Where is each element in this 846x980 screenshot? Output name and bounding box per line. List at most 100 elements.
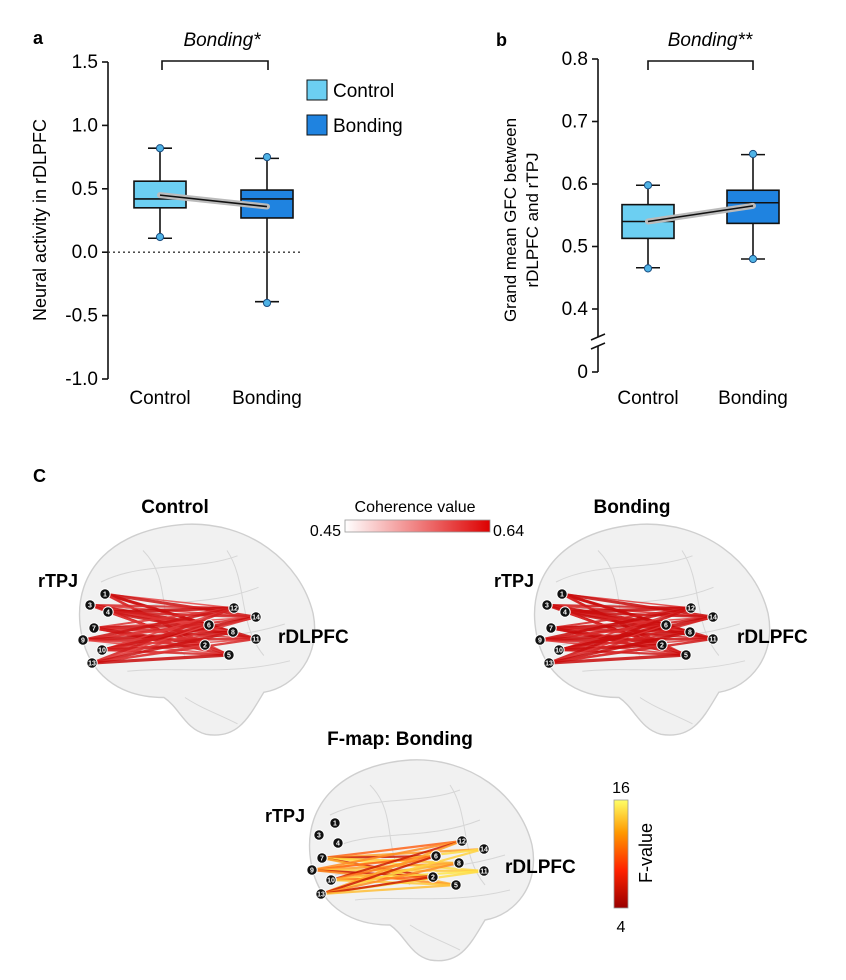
- connection-line: [103, 592, 258, 619]
- connection-line: [538, 637, 715, 642]
- channel-marker: [553, 644, 565, 656]
- connection-line: [90, 653, 231, 665]
- panel-a-box-bonding: [240, 153, 294, 308]
- connection-line: [547, 630, 692, 665]
- outlier-point: [262, 298, 272, 308]
- panel-b-axis-break-gap: [588, 337, 608, 346]
- panel-c: C Coherence value 0.45 0.64 Control Bond…: [33, 466, 808, 962]
- panel-a-ytick-label: -0.5: [65, 306, 98, 327]
- channel-marker: [227, 626, 239, 638]
- connection-line: [81, 637, 258, 642]
- panel-b-ytick-label: 0.8: [562, 49, 588, 70]
- channel-label: 14: [709, 615, 717, 622]
- panel-b-significance: Bonding**: [668, 30, 753, 51]
- fmap-channel-label: 7: [320, 856, 324, 863]
- connection-line: [538, 606, 693, 642]
- fmap-connection-line: [329, 861, 461, 882]
- channel-label: 1: [103, 592, 107, 599]
- channel-label: 11: [709, 637, 717, 644]
- fmap-channel-label: 12: [458, 839, 466, 846]
- panel-b-ytick-label: 0.7: [562, 112, 588, 133]
- panel-c-letter: C: [33, 466, 46, 486]
- panel-a-y-axis: -1.0 -0.5 0.0 0.5 1.0 1.5: [65, 52, 109, 390]
- fmap-channel-marker: [450, 879, 462, 891]
- fmap-connection-line: [329, 839, 464, 882]
- channel-label: 6: [207, 623, 211, 630]
- fmap-channel-marker: [325, 874, 337, 886]
- panel-a-ytick-label: -1.0: [65, 369, 98, 390]
- fmap-connection-line: [329, 875, 435, 882]
- fmap-connection-line: [310, 839, 464, 872]
- legend-swatch-bonding: [306, 114, 328, 136]
- panel-a: a Bonding* Neural activity in rDLPFC -1.…: [30, 28, 403, 409]
- fmap-channel-marker: [453, 857, 465, 869]
- panel-a-ytick-label: 1.5: [72, 52, 98, 73]
- connection-line: [106, 606, 236, 614]
- panel-a-boxes: [133, 144, 294, 308]
- connection-line: [547, 606, 693, 665]
- connection-line: [547, 653, 688, 665]
- brain-gyrus: [184, 697, 238, 725]
- fmap-channel-marker: [306, 864, 318, 876]
- connection-line: [90, 630, 235, 665]
- fmap-connection-line: [319, 847, 486, 896]
- channel-label: 12: [687, 606, 695, 613]
- panel-a-ytick-label: 0.5: [72, 179, 98, 200]
- fvalue-colorbar: [613, 799, 629, 909]
- channel-label: 3: [545, 603, 549, 610]
- panel-a-significance: Bonding*: [183, 30, 261, 51]
- fmap-channel-marker: [315, 888, 327, 900]
- connection-line: [548, 624, 667, 664]
- connection-line: [93, 607, 235, 629]
- panel-b-ytick-label: 0.6: [562, 174, 588, 195]
- channel-marker: [707, 633, 719, 645]
- connection-line: [81, 606, 236, 642]
- fmap-channel-label: 14: [480, 847, 488, 854]
- brain-gyrus: [409, 924, 461, 951]
- fmap-channel-label: 11: [480, 869, 488, 876]
- channel-marker: [84, 599, 96, 611]
- channel-marker: [541, 599, 553, 611]
- coherence-colorbar-min: 0.45: [310, 523, 341, 540]
- channel-marker: [534, 634, 546, 646]
- panel-b-axis-break-mark: [590, 333, 606, 341]
- panel-b-y-axis: 0 0.4 0.5 0.6 0.7 0.8: [562, 49, 608, 383]
- channel-marker: [88, 622, 100, 634]
- fmap-channel-marker: [478, 843, 490, 855]
- channel-label: 6: [664, 623, 668, 630]
- fmap-channel-label: 6: [434, 854, 438, 861]
- channel-marker: [656, 639, 668, 651]
- channel-marker: [680, 649, 692, 661]
- fmap-channel-marker: [478, 865, 490, 877]
- fvalue-colorbar-label: F-value: [636, 823, 656, 883]
- brain-gyrus: [100, 555, 238, 583]
- fmap-channel-label: 13: [317, 892, 325, 899]
- outlier-point: [643, 264, 653, 273]
- brain-gyrus: [582, 660, 746, 672]
- panel-a-ytick-label: 1.0: [72, 115, 98, 136]
- outlier-point: [748, 149, 758, 159]
- panel-a-ylabel: Neural activity in rDLPFC: [30, 119, 50, 321]
- fmap-connection-line: [319, 861, 461, 896]
- fmap-rdlpfc-label: rDLPFC: [505, 857, 576, 878]
- fmap-rtpj-label: rTPJ: [265, 806, 305, 826]
- fmap-title: F-map: Bonding: [327, 729, 473, 750]
- channel-label: 5: [684, 653, 688, 660]
- channel-label: 8: [688, 630, 692, 637]
- panel-b-ytick-label: 0.4: [562, 299, 589, 320]
- fmap-channel-marker: [316, 852, 328, 864]
- channel-label: 9: [81, 638, 85, 645]
- fvalue-colorbar-max: 16: [612, 780, 630, 797]
- fmap-channel-label: 1: [333, 821, 337, 828]
- brain-control-title: Control: [141, 497, 209, 518]
- panel-a-mean-line: [159, 194, 268, 208]
- channel-label: 4: [106, 610, 110, 617]
- panel-a-ytick-label: 0.0: [72, 242, 98, 263]
- fmap-connection-line: [320, 839, 464, 860]
- panel-a-sig-bracket: [161, 60, 269, 70]
- channel-label: 13: [88, 661, 96, 668]
- connection-line: [558, 607, 692, 651]
- fmap-channel-label: 9: [310, 868, 314, 875]
- coherence-colorbar: [344, 519, 491, 533]
- panel-b-boxes: [621, 149, 780, 273]
